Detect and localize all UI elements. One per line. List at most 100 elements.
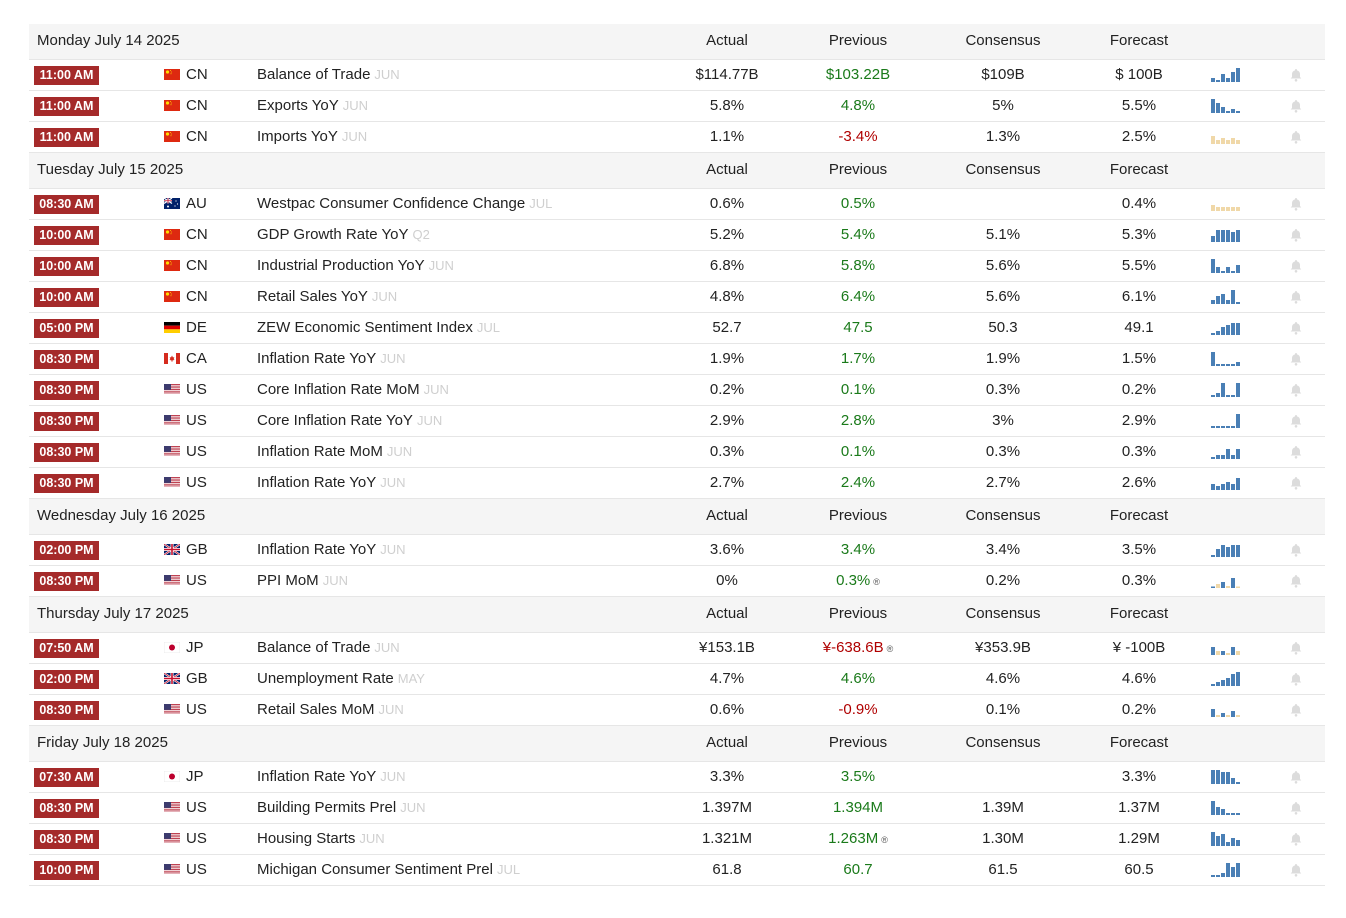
bell-alert-icon[interactable] <box>1288 289 1304 305</box>
sparkline-chart[interactable] <box>1211 383 1241 397</box>
event-name-link[interactable]: Michigan Consumer Sentiment Prel JUL <box>257 855 520 885</box>
bell-alert-icon[interactable] <box>1288 351 1304 367</box>
event-row[interactable]: 08:30 AM AU Westpac Consumer Confidence … <box>29 189 1325 220</box>
event-name-link[interactable]: Unemployment Rate MAY <box>257 664 425 694</box>
bell-alert-icon[interactable] <box>1288 573 1304 589</box>
event-name[interactable]: Westpac Consumer Confidence Change <box>257 195 526 212</box>
event-name[interactable]: Balance of Trade <box>257 639 371 656</box>
event-name-link[interactable]: ZEW Economic Sentiment Index JUL <box>257 313 500 343</box>
bell-alert-icon[interactable] <box>1288 258 1304 274</box>
event-name[interactable]: Michigan Consumer Sentiment Prel <box>257 861 493 878</box>
event-row[interactable]: 08:30 PM US Core Inflation Rate YoY JUN 2… <box>29 406 1325 437</box>
sparkline-chart[interactable] <box>1211 574 1241 588</box>
event-row[interactable]: 08:30 PM US Housing Starts JUN 1.321M 1.2… <box>29 824 1325 855</box>
event-row[interactable]: 11:00 AM CN Imports YoY JUN 1.1% -3.4% 1.… <box>29 122 1325 153</box>
event-name[interactable]: Inflation Rate YoY <box>257 350 377 367</box>
event-name[interactable]: Retail Sales MoM <box>257 701 375 718</box>
event-row[interactable]: 07:30 AM JP Inflation Rate YoY JUN 3.3% 3… <box>29 762 1325 793</box>
event-row[interactable]: 08:30 PM US Core Inflation Rate MoM JUN 0… <box>29 375 1325 406</box>
event-name-link[interactable]: Building Permits Prel JUN <box>257 793 426 823</box>
event-row[interactable]: 10:00 AM CN Retail Sales YoY JUN 4.8% 6.4… <box>29 282 1325 313</box>
event-name[interactable]: Industrial Production YoY <box>257 257 425 274</box>
event-name[interactable]: Core Inflation Rate MoM <box>257 381 420 398</box>
bell-alert-icon[interactable] <box>1288 769 1304 785</box>
sparkline-chart[interactable] <box>1211 770 1241 784</box>
event-row[interactable]: 08:30 PM US Building Permits Prel JUN 1.3… <box>29 793 1325 824</box>
event-name-link[interactable]: Imports YoY JUN <box>257 122 367 152</box>
event-name-link[interactable]: PPI MoM JUN <box>257 566 348 596</box>
event-name-link[interactable]: Housing Starts JUN <box>257 824 385 854</box>
bell-alert-icon[interactable] <box>1288 98 1304 114</box>
sparkline-chart[interactable] <box>1211 703 1241 717</box>
event-name-link[interactable]: Retail Sales YoY JUN <box>257 282 397 312</box>
event-name[interactable]: Retail Sales YoY <box>257 288 368 305</box>
sparkline-chart[interactable] <box>1211 641 1241 655</box>
bell-alert-icon[interactable] <box>1288 382 1304 398</box>
sparkline-chart[interactable] <box>1211 476 1241 490</box>
event-name[interactable]: Inflation Rate YoY <box>257 474 377 491</box>
event-name-link[interactable]: Retail Sales MoM JUN <box>257 695 404 725</box>
event-row[interactable]: 02:00 PM GB Inflation Rate YoY JUN 3.6% 3… <box>29 535 1325 566</box>
event-name[interactable]: Balance of Trade <box>257 66 371 83</box>
bell-alert-icon[interactable] <box>1288 831 1304 847</box>
sparkline-chart[interactable] <box>1211 543 1241 557</box>
bell-alert-icon[interactable] <box>1288 413 1304 429</box>
event-name[interactable]: GDP Growth Rate YoY <box>257 226 409 243</box>
sparkline-chart[interactable] <box>1211 321 1241 335</box>
bell-alert-icon[interactable] <box>1288 444 1304 460</box>
event-name-link[interactable]: GDP Growth Rate YoY Q2 <box>257 220 430 250</box>
event-row[interactable]: 08:30 PM US PPI MoM JUN 0% 0.3% ® 0.2% 0.3… <box>29 566 1325 597</box>
event-name-link[interactable]: Core Inflation Rate YoY JUN <box>257 406 442 436</box>
event-row[interactable]: 10:00 AM CN Industrial Production YoY JUN… <box>29 251 1325 282</box>
bell-alert-icon[interactable] <box>1288 640 1304 656</box>
event-name-link[interactable]: Inflation Rate YoY JUN <box>257 535 406 565</box>
event-row[interactable]: 10:00 PM US Michigan Consumer Sentiment … <box>29 855 1325 886</box>
event-name-link[interactable]: Inflation Rate YoY JUN <box>257 344 406 374</box>
event-name[interactable]: Unemployment Rate <box>257 670 394 687</box>
event-name-link[interactable]: Inflation Rate YoY JUN <box>257 762 406 792</box>
event-name[interactable]: ZEW Economic Sentiment Index <box>257 319 473 336</box>
sparkline-chart[interactable] <box>1211 197 1241 211</box>
sparkline-chart[interactable] <box>1211 414 1241 428</box>
event-row[interactable]: 05:00 PM DE ZEW Economic Sentiment Index… <box>29 313 1325 344</box>
sparkline-chart[interactable] <box>1211 68 1241 82</box>
event-row[interactable]: 07:50 AM JP Balance of Trade JUN ¥153.1B … <box>29 633 1325 664</box>
event-name-link[interactable]: Inflation Rate MoM JUN <box>257 437 412 467</box>
bell-alert-icon[interactable] <box>1288 196 1304 212</box>
event-name-link[interactable]: Exports YoY JUN <box>257 91 368 121</box>
sparkline-chart[interactable] <box>1211 352 1241 366</box>
bell-alert-icon[interactable] <box>1288 320 1304 336</box>
event-name[interactable]: Exports YoY <box>257 97 339 114</box>
event-row[interactable]: 10:00 AM CN GDP Growth Rate YoY Q2 5.2% 5… <box>29 220 1325 251</box>
event-name-link[interactable]: Westpac Consumer Confidence Change JUL <box>257 189 552 219</box>
event-row[interactable]: 02:00 PM GB Unemployment Rate MAY 4.7% 4.… <box>29 664 1325 695</box>
sparkline-chart[interactable] <box>1211 228 1241 242</box>
event-row[interactable]: 11:00 AM CN Balance of Trade JUN $114.77B… <box>29 60 1325 91</box>
event-row[interactable]: 08:30 PM CA Inflation Rate YoY JUN 1.9% 1… <box>29 344 1325 375</box>
sparkline-chart[interactable] <box>1211 672 1241 686</box>
sparkline-chart[interactable] <box>1211 801 1241 815</box>
sparkline-chart[interactable] <box>1211 863 1241 877</box>
revised-icon[interactable]: ® <box>881 835 888 845</box>
event-row[interactable]: 08:30 PM US Retail Sales MoM JUN 0.6% -0.… <box>29 695 1325 726</box>
sparkline-chart[interactable] <box>1211 99 1241 113</box>
event-name-link[interactable]: Industrial Production YoY JUN <box>257 251 454 281</box>
bell-alert-icon[interactable] <box>1288 702 1304 718</box>
bell-alert-icon[interactable] <box>1288 862 1304 878</box>
event-name[interactable]: Inflation Rate YoY <box>257 541 377 558</box>
event-row[interactable]: 08:30 PM US Inflation Rate MoM JUN 0.3% 0… <box>29 437 1325 468</box>
event-name-link[interactable]: Core Inflation Rate MoM JUN <box>257 375 449 405</box>
event-name[interactable]: Inflation Rate MoM <box>257 443 383 460</box>
event-name[interactable]: Imports YoY <box>257 128 338 145</box>
sparkline-chart[interactable] <box>1211 259 1241 273</box>
event-row[interactable]: 11:00 AM CN Exports YoY JUN 5.8% 4.8% 5% … <box>29 91 1325 122</box>
event-name[interactable]: Inflation Rate YoY <box>257 768 377 785</box>
revised-icon[interactable]: ® <box>886 644 894 654</box>
event-name[interactable]: Housing Starts <box>257 830 356 847</box>
revised-icon[interactable]: ® <box>873 577 880 587</box>
bell-alert-icon[interactable] <box>1288 671 1304 687</box>
bell-alert-icon[interactable] <box>1288 800 1304 816</box>
bell-alert-icon[interactable] <box>1288 67 1304 83</box>
sparkline-chart[interactable] <box>1211 832 1241 846</box>
event-row[interactable]: 08:30 PM US Inflation Rate YoY JUN 2.7% 2… <box>29 468 1325 499</box>
